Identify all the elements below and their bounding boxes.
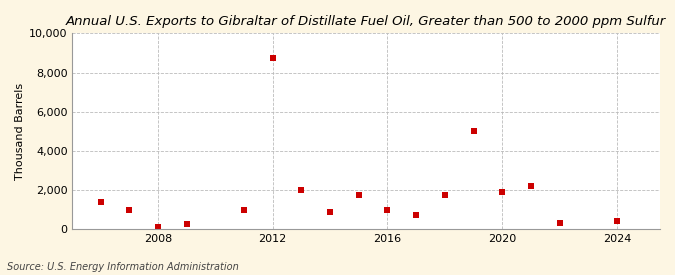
Y-axis label: Thousand Barrels: Thousand Barrels (15, 83, 25, 180)
Title: Annual U.S. Exports to Gibraltar of Distillate Fuel Oil, Greater than 500 to 200: Annual U.S. Exports to Gibraltar of Dist… (65, 15, 666, 28)
Text: Source: U.S. Energy Information Administration: Source: U.S. Energy Information Administ… (7, 262, 238, 272)
